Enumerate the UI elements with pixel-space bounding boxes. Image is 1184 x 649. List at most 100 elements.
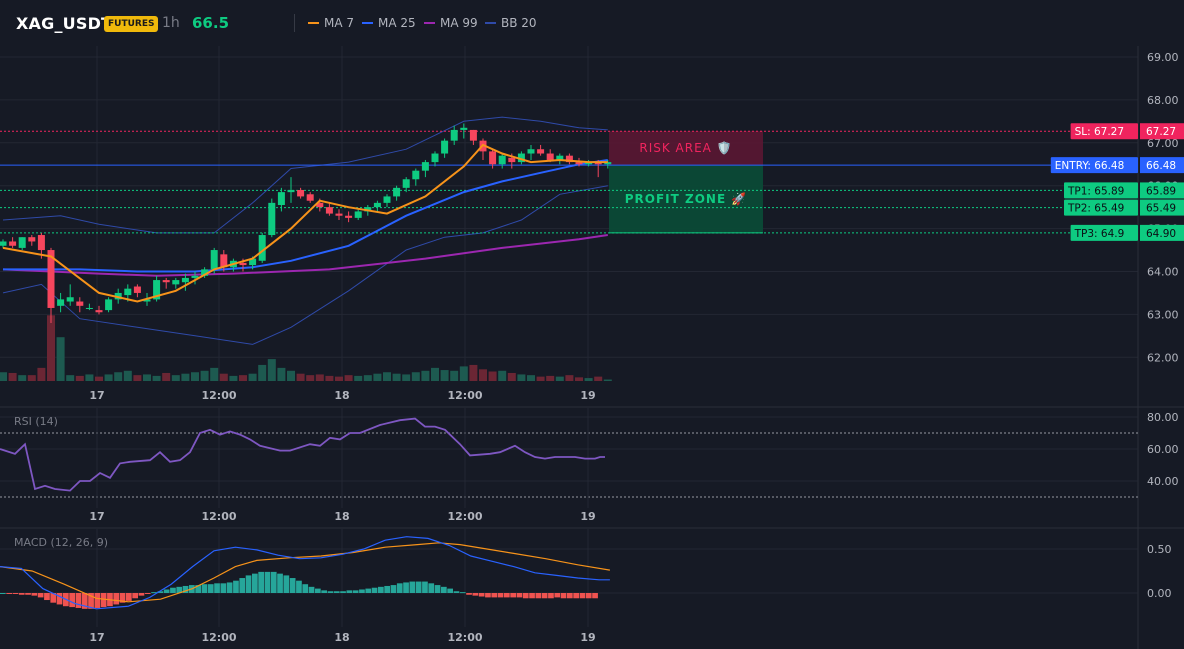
level-axis-tag <box>1140 199 1184 216</box>
risk-area-label: RISK AREA 🛡️ <box>639 141 732 155</box>
bb-lower-line <box>2 185 608 345</box>
macd-histogram-bar <box>447 588 453 593</box>
volume-bar <box>527 375 535 381</box>
volume-bar <box>66 375 75 381</box>
candle-body <box>383 196 391 203</box>
price-axis-label: 64.00 <box>1147 266 1179 279</box>
macd-histogram-bar <box>541 593 548 599</box>
macd-histogram-bar <box>340 591 346 593</box>
volume-bar <box>143 374 151 381</box>
macd-histogram-bar <box>573 593 579 599</box>
symbol-title[interactable]: XAG_USDT <box>16 14 113 33</box>
candle-body <box>469 129 477 141</box>
macd-histogram-bar <box>485 593 491 598</box>
rsi-pane[interactable]: 80.00 60.00 40.00 17 12:00 18 12:00 19 <box>0 408 1184 529</box>
macd-histogram-bar <box>126 593 132 601</box>
macd-histogram-bar <box>207 584 214 593</box>
macd-title: MACD (12, 26, 9) <box>14 536 108 549</box>
volume-bar <box>258 364 267 381</box>
volume-bar <box>219 373 228 381</box>
volume-bar <box>114 372 123 381</box>
candle-body <box>249 258 257 266</box>
candle-body <box>421 162 429 171</box>
macd-histogram-bar <box>119 593 126 603</box>
macd-histogram-bar <box>346 590 353 593</box>
macd-histogram-bar <box>579 593 586 599</box>
volume-bar <box>373 373 382 381</box>
macd-histogram-bar <box>434 585 441 593</box>
macd-histogram-bar <box>302 584 309 593</box>
candle-body <box>565 155 573 163</box>
ma99-line <box>2 234 608 277</box>
legend-ma25[interactable]: MA 25 <box>362 16 416 30</box>
futures-badge: FUTURES <box>104 16 159 32</box>
candle-body <box>364 207 372 212</box>
macd-axis-label: 0.50 <box>1147 543 1172 556</box>
candle-body <box>537 149 545 154</box>
candle-body <box>460 127 468 130</box>
level-badge <box>1050 157 1138 174</box>
rsi-title: RSI (14) <box>14 415 58 428</box>
rsi-time-axis-label: 19 <box>580 510 595 523</box>
macd-histogram-bar <box>195 585 201 593</box>
macd-histogram-bar <box>428 583 435 593</box>
macd-time-axis-label: 19 <box>580 631 595 644</box>
macd-histogram-bar <box>453 591 460 593</box>
macd-axis-label: 0.00 <box>1147 587 1172 600</box>
macd-histogram-bar <box>270 571 277 593</box>
macd-histogram-bar <box>548 593 554 599</box>
level-axis-tag <box>1140 182 1184 199</box>
volume-bar <box>440 370 449 381</box>
candle-body <box>354 211 362 218</box>
volume-bar <box>171 375 180 381</box>
volume-bar <box>8 372 17 381</box>
volume-bar <box>392 373 401 381</box>
macd-histogram-bar <box>403 582 409 593</box>
candle-body <box>47 250 55 308</box>
macd-pane[interactable]: 0.50 0.00 17 12:00 18 12:00 19 <box>0 529 1172 644</box>
candle-body <box>220 254 228 268</box>
macd-histogram-bar <box>504 593 510 598</box>
candle-body <box>594 162 602 165</box>
macd-histogram-bar <box>56 593 63 605</box>
macd-histogram-bar <box>25 593 31 595</box>
candle-body <box>604 162 612 165</box>
candle-body <box>0 241 7 246</box>
volume-bar <box>287 370 295 381</box>
level-axis-tag <box>1140 157 1184 174</box>
macd-histogram-bar <box>409 581 416 593</box>
candle-body <box>489 151 497 165</box>
legend-bb20[interactable]: BB 20 <box>485 16 537 30</box>
macd-histogram-bar <box>352 590 359 593</box>
volume-bar <box>210 367 219 381</box>
candle-body <box>181 277 189 283</box>
level-axis-tag <box>1140 123 1184 140</box>
macd-histogram-bar <box>522 593 529 599</box>
level-badge <box>1064 199 1138 216</box>
macd-histogram-bar <box>466 593 472 595</box>
macd-histogram-bar <box>371 587 378 593</box>
candle-body <box>124 288 132 296</box>
volume-bar <box>450 370 459 381</box>
level-axis-tag <box>1140 224 1184 241</box>
volume-bar <box>296 373 305 381</box>
timeframe-label[interactable]: 1h <box>162 15 180 31</box>
volume-bar <box>498 370 507 381</box>
price-pane[interactable]: RISK AREA 🛡️ PROFIT ZONE 🚀 69.00 68.00 67.00… <box>0 46 1184 649</box>
ma7-swatch <box>308 22 319 24</box>
rsi-time-axis-label: 17 <box>89 510 104 523</box>
volume-bar <box>325 375 334 381</box>
rsi-line <box>0 417 605 492</box>
candle-body <box>277 192 285 206</box>
candle-body <box>527 149 535 154</box>
legend-ma99[interactable]: MA 99 <box>424 16 478 30</box>
candle-body <box>546 153 554 160</box>
legend-ma7[interactable]: MA 7 <box>308 16 354 30</box>
macd-histogram-bar <box>182 585 189 593</box>
volume-bar <box>584 378 593 381</box>
macd-histogram-bar <box>220 583 227 593</box>
volume-bar <box>575 377 583 381</box>
macd-histogram-bar <box>170 587 176 593</box>
candle-body <box>153 280 161 300</box>
